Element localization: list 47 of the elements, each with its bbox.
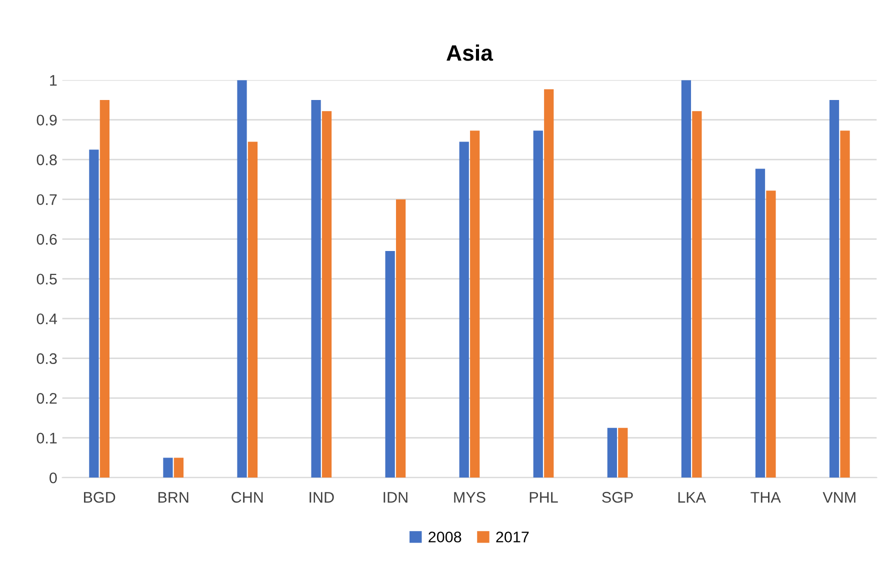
- bar: [692, 111, 702, 478]
- x-tick-label: VNM: [822, 492, 856, 503]
- bar: [544, 89, 554, 478]
- bar: [174, 458, 184, 478]
- x-tick-label: MYS: [454, 492, 486, 503]
- bar: [163, 458, 173, 478]
- y-tick-label: 1: [50, 75, 57, 86]
- y-tick-label: 0.6: [36, 234, 57, 245]
- bar: [755, 168, 766, 478]
- x-tick-label: CHN: [232, 492, 263, 503]
- bar: [840, 130, 850, 478]
- legend-label: 2008: [428, 532, 462, 542]
- x-tick-label: PHL: [530, 492, 558, 503]
- bar: [766, 190, 776, 478]
- chart-title: Asia: [446, 44, 494, 61]
- bar: [322, 111, 332, 478]
- x-tick-label: IND: [310, 492, 334, 503]
- y-tick-label: 0.3: [36, 353, 57, 364]
- x-tick-label: BRN: [158, 492, 188, 503]
- bar: [829, 100, 840, 478]
- x-tick-label: BGD: [84, 492, 116, 503]
- bar: [385, 251, 395, 478]
- x-tick-label: LKA: [678, 492, 706, 503]
- y-tick-label: 0.4: [36, 313, 57, 324]
- bar: [681, 80, 692, 478]
- y-tick-label: 0: [50, 472, 57, 484]
- x-tick-label: SGP: [602, 492, 633, 503]
- bar: [459, 142, 469, 478]
- bar: [100, 100, 110, 478]
- legend-label: 2017: [496, 532, 529, 542]
- bar: [237, 80, 247, 478]
- bar: [607, 428, 617, 478]
- y-tick-label: 0.1: [36, 432, 57, 444]
- bar: [311, 100, 321, 478]
- bar: [618, 428, 628, 478]
- y-tick-label: 0.9: [36, 114, 57, 126]
- y-tick-label: 0.8: [36, 154, 57, 166]
- y-tick-label: 0.5: [36, 274, 57, 285]
- x-tick-label: THA: [750, 492, 781, 503]
- y-tick-label: 0.7: [36, 194, 57, 206]
- bar: [533, 130, 543, 478]
- y-tick-label: 0.2: [36, 392, 57, 404]
- bar: [470, 130, 480, 478]
- bar: [396, 199, 406, 478]
- bar: [248, 142, 258, 478]
- bar: [89, 150, 99, 478]
- x-tick-label: IDN: [384, 492, 408, 503]
